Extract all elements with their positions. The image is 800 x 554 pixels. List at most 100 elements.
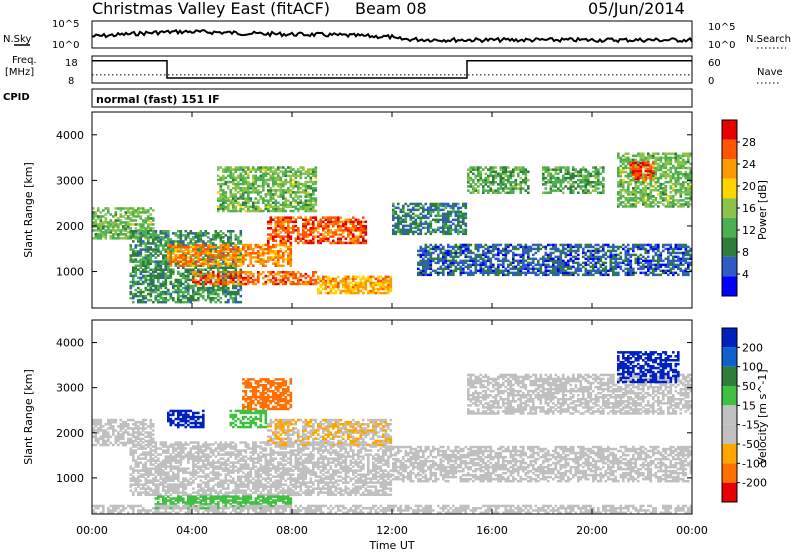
heatmap-cell [269,271,273,274]
heatmap-cell [189,242,193,245]
heatmap-cell [587,172,590,176]
heatmap-cell [507,191,510,194]
heatmap-cell [242,182,245,186]
heatmap-cell [354,283,358,287]
heatmap-cell [619,203,623,206]
heatmap-cell [424,255,428,259]
heatmap-cell [394,232,398,236]
heatmap-cell [122,237,125,240]
heatmap-cell [224,243,228,247]
heatmap-cell [297,195,300,198]
heatmap-cell [619,172,623,176]
heatmap-cell [559,168,563,171]
heatmap-cell [369,291,373,295]
heatmap-cell [447,210,450,214]
heatmap-cell [177,236,180,239]
heatmap-cell [202,245,205,249]
heatmap-cell [202,290,205,294]
heatmap-cell [169,276,173,280]
heatmap-cell [99,223,103,226]
heatmap-cell [239,242,243,245]
heatmap-cell [252,250,255,253]
heatmap-cell [237,184,240,188]
heatmap-cell [249,191,253,194]
heatmap-cell [224,276,228,280]
heatmap-cell [519,253,523,257]
heatmap-cell [417,202,420,206]
heatmap-cell [482,267,485,271]
heatmap-cell [342,231,345,234]
heatmap-cell [254,174,258,178]
heatmap-cell [622,178,625,182]
heatmap-cell [599,181,603,184]
heatmap-cell [567,273,570,277]
heatmap-cell [289,245,293,249]
heatmap-cell [459,245,463,249]
heatmap-cell [292,199,295,202]
heatmap-cell [227,272,230,276]
heatmap-cell [274,227,278,230]
heatmap-cell [559,170,563,173]
heatmap-cell [242,189,245,192]
heatmap-cell [539,257,543,261]
heatmap-cell [687,189,690,192]
heatmap-cell [312,174,315,178]
heatmap-cell [639,175,643,179]
heatmap-cell [104,237,108,240]
heatmap-cell [659,193,663,196]
heatmap-cell [152,300,155,304]
heatmap-cell [427,224,430,228]
heatmap-cell [464,204,468,208]
heatmap-cell [489,174,493,178]
heatmap-cell [207,256,210,259]
heatmap-cell [274,168,278,171]
heatmap-cell [312,187,315,190]
heatmap-cell [219,230,223,233]
heatmap-cell [267,182,270,186]
heatmap-cell [237,201,240,204]
heatmap-cell [177,272,180,276]
heatmap-cell [444,255,448,259]
heatmap-cell [557,267,560,271]
heatmap-cell [184,264,188,267]
heatmap-cell [144,242,148,245]
heatmap-cell [279,243,283,247]
heatmap-cell [434,214,438,218]
heatmap-cell [659,197,663,200]
heatmap-cell [169,242,173,245]
heatmap-cell [204,280,208,284]
heatmap-cell [172,240,175,243]
heatmap-cell [357,289,360,293]
heatmap-cell [342,283,345,287]
heatmap-cell [237,236,240,239]
heatmap-cell [524,265,528,269]
heatmap-cell [554,185,558,188]
heatmap-cell [562,187,565,190]
heatmap-cell [112,233,115,236]
heatmap-cell [247,197,250,200]
heatmap-cell [492,178,495,182]
heatmap-cell [427,261,430,265]
heatmap-cell [227,288,230,292]
heatmap-cell [397,226,400,230]
heatmap-cell [652,185,655,188]
heatmap-cell [242,166,245,169]
heatmap-cell [362,285,365,289]
heatmap-cell [407,224,410,228]
heatmap-cell [257,280,260,284]
heatmap-cell [182,258,185,261]
heatmap-cell [164,240,168,243]
heatmap-cell [219,189,223,192]
heatmap-cell [234,298,238,302]
heatmap-cell [502,181,505,184]
heatmap-cell [177,300,180,304]
heatmap-cell [207,260,210,263]
heatmap-cell [679,170,683,174]
heatmap-cell [582,185,585,188]
heatmap-cell [482,178,485,182]
heatmap-cell [502,189,505,192]
heatmap-cell [152,268,155,271]
heatmap-cell [437,218,440,222]
heatmap-cell [272,209,275,213]
heatmap-cell [194,245,198,249]
